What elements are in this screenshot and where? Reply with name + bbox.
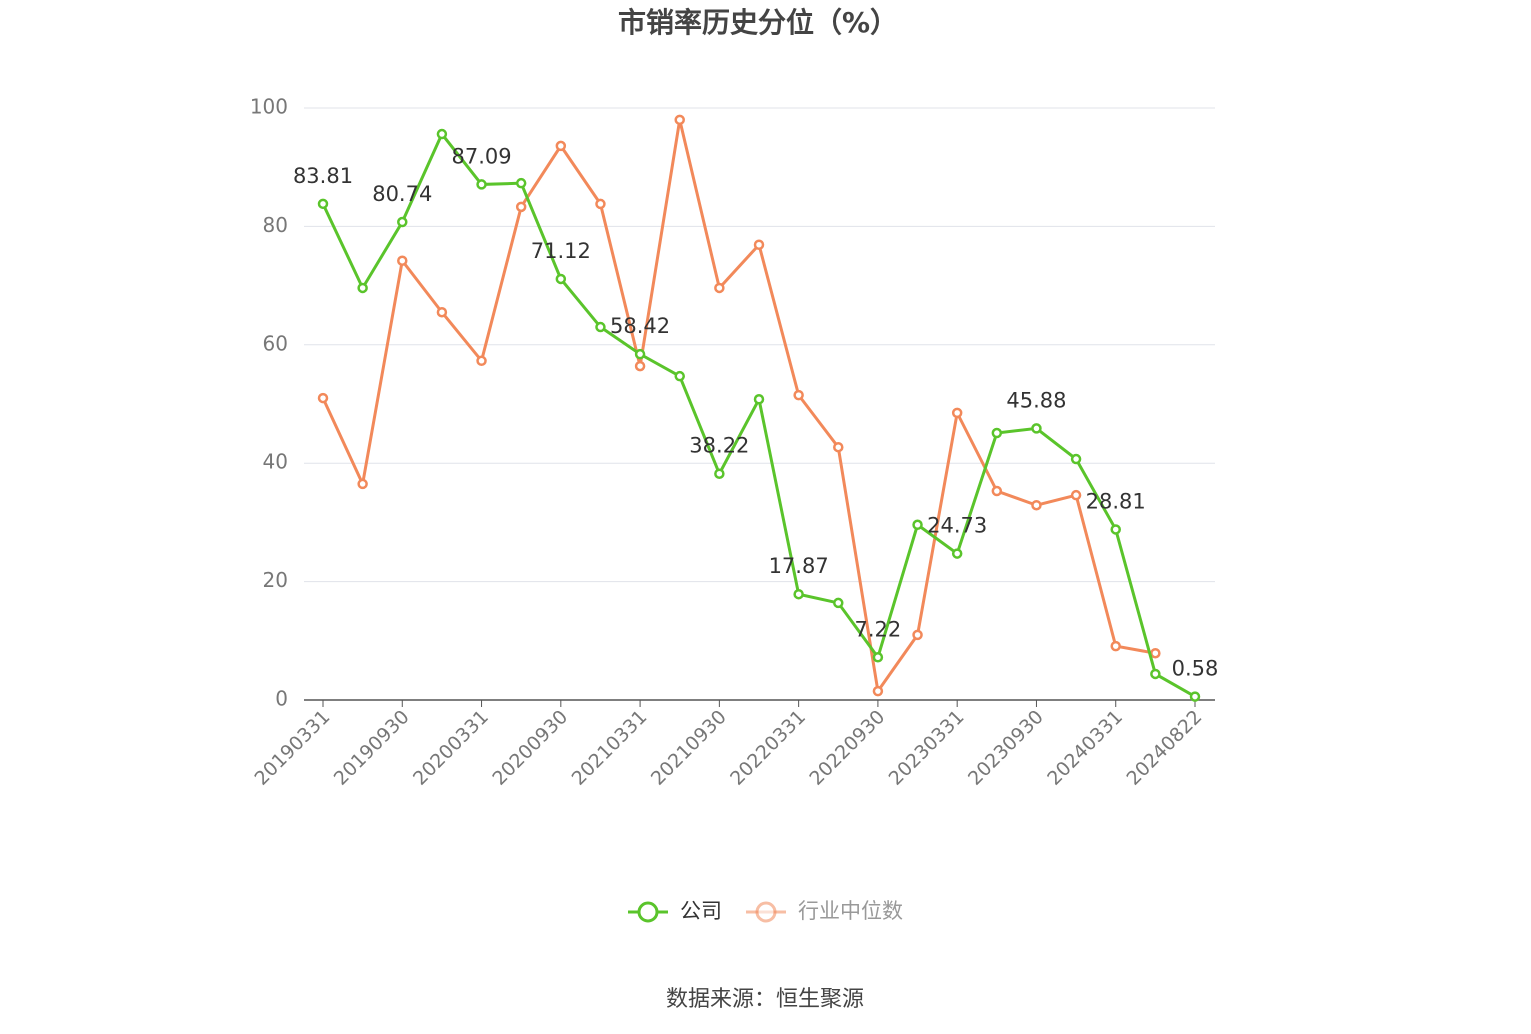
legend-marker <box>637 901 659 923</box>
data-label: 0.58 <box>1172 657 1219 681</box>
y-tick-label: 20 <box>263 568 288 592</box>
data-point <box>951 407 963 419</box>
data-point <box>872 685 884 697</box>
data-point <box>991 485 1003 497</box>
data-label: 58.42 <box>610 314 670 338</box>
data-point <box>951 548 963 559</box>
legend-marker <box>755 901 777 923</box>
data-label: 83.81 <box>293 164 353 188</box>
data-point <box>515 177 527 189</box>
data-point <box>833 597 844 609</box>
x-tick-label: 20200331 <box>409 706 493 790</box>
data-point <box>476 179 487 190</box>
data-point <box>793 588 804 600</box>
data-point <box>1031 423 1042 434</box>
x-tick-label: 20240331 <box>1043 706 1127 790</box>
data-point <box>912 629 923 641</box>
source-note: 数据来源：恒生聚源 <box>666 987 864 1012</box>
y-tick-label: 100 <box>250 95 288 119</box>
data-point <box>515 201 527 213</box>
data-point <box>634 348 646 360</box>
data-point <box>476 355 487 367</box>
x-tick-label: 20190331 <box>250 706 334 790</box>
x-tick-label: 20200930 <box>488 706 572 790</box>
data-point <box>436 128 448 140</box>
data-label: 38.22 <box>689 434 749 458</box>
legend-label: 公司 <box>680 899 722 923</box>
data-point <box>595 198 606 210</box>
data-point <box>714 282 725 294</box>
legend-label: 行业中位数 <box>798 899 903 923</box>
data-point <box>674 370 685 382</box>
data-label: 71.12 <box>531 239 591 263</box>
data-point <box>1110 524 1121 535</box>
data-point <box>1070 453 1082 465</box>
data-point <box>555 273 567 285</box>
data-point <box>1150 647 1161 659</box>
x-tick-label: 20240822 <box>1122 706 1206 790</box>
data-point <box>833 441 844 453</box>
data-point <box>793 389 804 401</box>
data-point <box>1150 668 1161 680</box>
data-point <box>317 198 329 210</box>
x-tick-label: 20190930 <box>330 706 414 790</box>
data-point <box>1189 691 1201 702</box>
x-tick-label: 20210930 <box>647 706 731 790</box>
x-tick-label: 20230930 <box>964 706 1048 790</box>
data-label: 17.87 <box>769 554 829 578</box>
data-label: 24.73 <box>927 514 987 538</box>
data-label: 80.74 <box>372 182 432 206</box>
x-tick-label: 20220331 <box>726 706 810 790</box>
data-label: 28.81 <box>1086 489 1146 513</box>
data-label: 45.88 <box>1006 388 1066 412</box>
data-point <box>714 468 725 479</box>
data-point <box>1031 499 1042 511</box>
data-point <box>317 392 329 404</box>
data-label: 7.22 <box>855 617 902 641</box>
data-point <box>1070 489 1082 501</box>
y-tick-label: 80 <box>263 213 288 237</box>
data-point <box>357 282 368 294</box>
data-label: 87.09 <box>451 144 511 168</box>
data-point <box>436 306 448 318</box>
y-tick-label: 60 <box>263 331 288 355</box>
data-point <box>634 360 646 372</box>
data-point <box>753 239 765 251</box>
x-tick-label: 20210331 <box>568 706 652 790</box>
data-point <box>753 394 765 405</box>
data-point <box>674 114 685 126</box>
data-point <box>397 255 408 266</box>
data-point <box>555 140 567 152</box>
y-tick-label: 40 <box>263 450 288 474</box>
data-point <box>357 478 368 490</box>
x-tick-label: 20220930 <box>805 706 889 790</box>
series-line <box>321 131 1196 698</box>
data-point <box>397 216 408 228</box>
y-tick-label: 0 <box>275 687 288 711</box>
data-point <box>1110 640 1121 652</box>
series-line <box>321 119 1156 695</box>
data-point <box>912 519 923 531</box>
chart-title: 市销率历史分位（%） <box>618 6 898 39</box>
data-point <box>991 427 1003 439</box>
data-point <box>872 652 884 663</box>
data-point <box>595 321 606 333</box>
x-tick-label: 20230331 <box>885 706 969 790</box>
